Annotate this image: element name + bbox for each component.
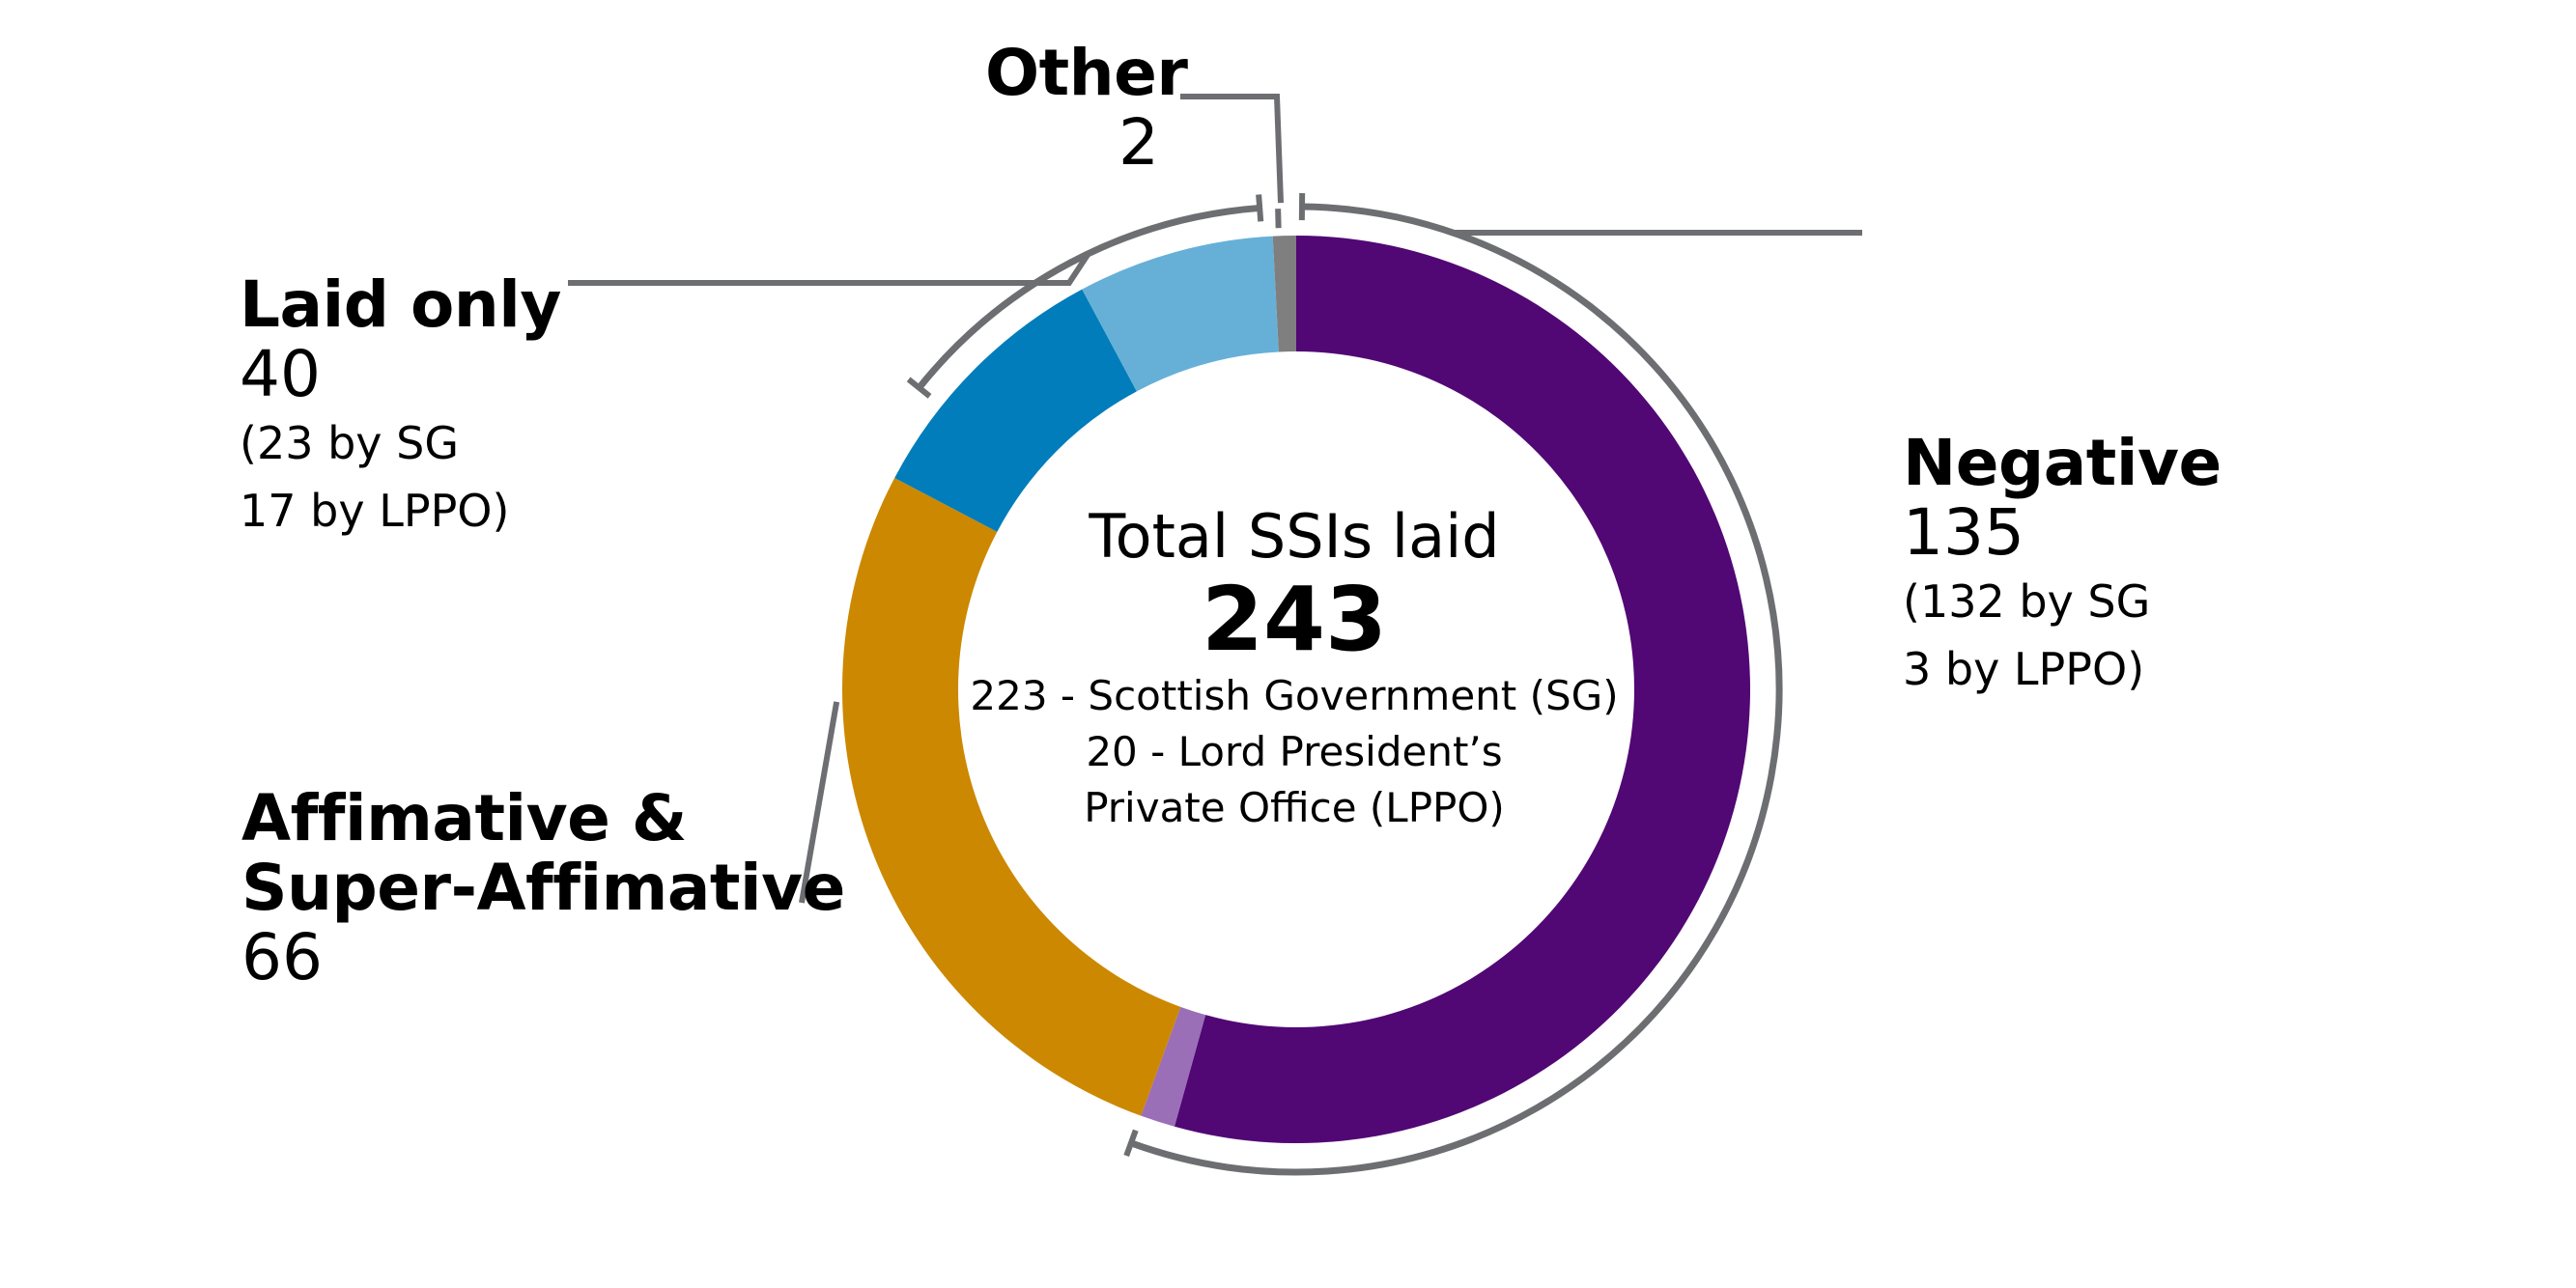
label-laid-only-value: 40 bbox=[240, 337, 321, 411]
center-total: 243 bbox=[1201, 568, 1388, 671]
bracket-negative bbox=[1129, 203, 1783, 1176]
label-negative-note-sg: (132 by SG bbox=[1903, 575, 2151, 628]
label-other-title: Other bbox=[985, 36, 1188, 110]
bracket-cap-negative-end bbox=[1123, 1129, 1139, 1158]
leader-other bbox=[1180, 94, 1284, 204]
label-other-value: 2 bbox=[1118, 105, 1159, 180]
slice-other bbox=[1272, 236, 1296, 352]
center-line-lppo: 20 - Lord President’s bbox=[1086, 728, 1503, 775]
slice-laid-lppo bbox=[1082, 236, 1279, 392]
leader-affirmative bbox=[799, 701, 840, 904]
leader-other-tick bbox=[1275, 209, 1282, 229]
chart-center-text: Total SSIs laid 243 223 - Scottish Gover… bbox=[966, 502, 1623, 836]
bracket-laid-only bbox=[916, 204, 1260, 390]
label-laid-only-note-lppo: 17 by LPPO) bbox=[240, 485, 510, 537]
slice-laid-sg bbox=[894, 289, 1137, 532]
label-affirmative-title: Affimative & Super-Affimative bbox=[241, 781, 845, 925]
label-affirmative: Affimative & Super-Affimative 66 bbox=[241, 784, 845, 993]
bracket-cap-laid-only-end bbox=[1256, 194, 1264, 222]
label-negative: Negative 135 (132 by SG 3 by LPPO) bbox=[1903, 429, 2222, 703]
slice-negative-sg bbox=[1174, 236, 1751, 1143]
label-negative-value: 135 bbox=[1903, 495, 2024, 570]
label-affirmative-value: 66 bbox=[241, 920, 323, 994]
label-negative-title: Negative bbox=[1903, 426, 2222, 500]
center-line-sg: 223 - Scottish Government (SG) bbox=[970, 672, 1619, 719]
center-line-lppo-2: Private Office (LPPO) bbox=[1084, 784, 1505, 831]
label-laid-only-title: Laid only bbox=[240, 267, 561, 342]
label-negative-note-lppo: 3 by LPPO) bbox=[1903, 643, 2145, 695]
label-laid-only-note-sg: (23 by SG bbox=[240, 417, 459, 469]
bracket-cap-laid-only-start bbox=[906, 377, 932, 399]
slice-negative-lppo bbox=[1141, 1006, 1206, 1127]
slice-affirmative bbox=[841, 477, 1181, 1116]
center-title: Total SSIs laid bbox=[1089, 501, 1500, 572]
label-other: Other 2 bbox=[985, 36, 1188, 180]
label-laid-only: Laid only 40 (23 by SG 17 by LPPO) bbox=[240, 270, 561, 545]
leader-laid-only bbox=[568, 251, 1091, 286]
